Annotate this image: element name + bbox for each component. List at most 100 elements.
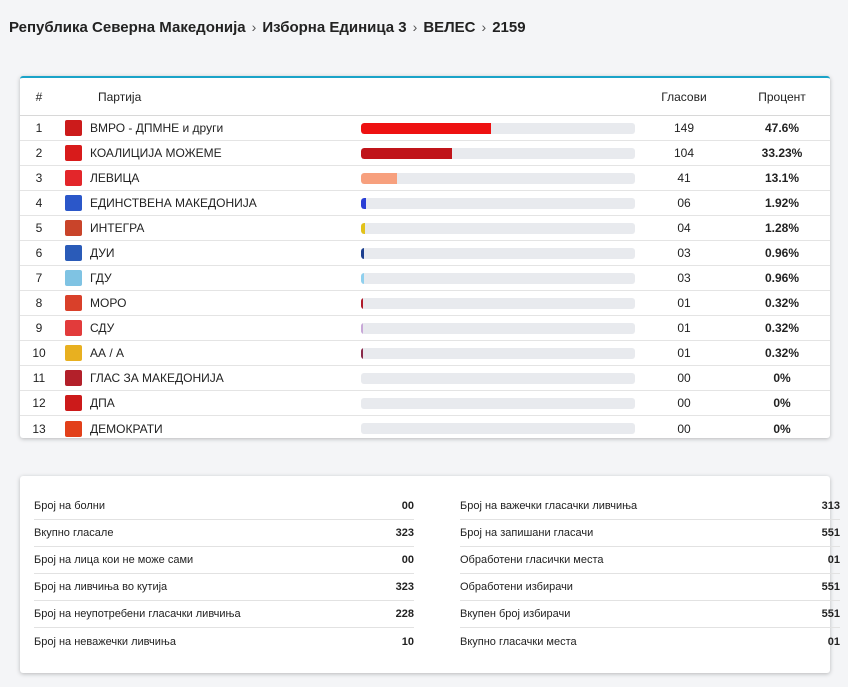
levica-star-icon [65, 170, 82, 186]
table-row: 13 ДЕМОКРАТИ 00 0% [20, 416, 830, 441]
row-number: 1 [35, 121, 43, 135]
stat-row: Број на неважечки ливчиња 10 [34, 628, 414, 655]
row-number: 6 [35, 246, 43, 260]
vote-share-fill [361, 222, 365, 234]
table-row: 4 ЕДИНСТВЕНА МАКЕДОНИЈА 06 1.92% [20, 191, 830, 216]
header-number: # [35, 89, 43, 104]
party-name: ЕДИНСТВЕНА МАКЕДОНИЈА [90, 196, 257, 210]
party-name: МОРО [90, 296, 127, 310]
stat-label: Обработени избирачи [460, 581, 573, 593]
vote-percent: 33.23% [761, 146, 803, 160]
stat-value: 551 [821, 581, 840, 593]
row-number: 11 [32, 371, 46, 385]
dpa-eagle-icon [65, 395, 82, 411]
votes-count: 00 [677, 396, 691, 410]
table-row: 12 ДПА 00 0% [20, 391, 830, 416]
stat-label: Број на важечки гласачки ливчиња [460, 500, 638, 512]
votes-count: 01 [677, 321, 691, 335]
vote-share-bar [361, 272, 635, 284]
stat-value: 01 [827, 635, 840, 648]
vmro-logo-icon [65, 120, 82, 136]
stat-value: 323 [395, 581, 414, 593]
party-name: АА / А [90, 346, 125, 360]
vote-percent: 47.6% [764, 121, 800, 135]
vote-percent: 1.28% [764, 221, 800, 235]
vote-share-fill [361, 197, 367, 209]
votes-count: 00 [677, 371, 691, 385]
vote-percent: 0.32% [764, 321, 800, 335]
party-name: ДУИ [90, 246, 115, 260]
vote-share-bar [361, 322, 635, 334]
row-number: 3 [35, 171, 43, 185]
vote-share-bar [361, 122, 635, 134]
header-party: Партија [98, 89, 142, 104]
vote-share-bar [361, 147, 635, 159]
statistics-left-column: Број на болни 00 Вкупно гласале 323 Број на … [34, 493, 414, 655]
vote-share-fill [361, 147, 453, 159]
header-votes: Гласови [661, 89, 707, 104]
party-name: ЛЕВИЦА [90, 171, 140, 185]
stat-value: 00 [401, 500, 414, 512]
vote-percent: 0% [773, 396, 791, 410]
party-name: ИНТЕГРА [90, 221, 145, 235]
row-number: 10 [32, 346, 46, 360]
breadcrumb-municipality[interactable]: ВЕЛЕС [423, 18, 476, 36]
row-number: 7 [35, 271, 43, 285]
row-number: 5 [35, 221, 43, 235]
table-row: 10 АА / А 01 0.32% [20, 341, 830, 366]
stat-row: Број на ливчиња во кутија 323 [34, 574, 414, 601]
chevron-right-icon: › [251, 19, 257, 35]
votes-count: 01 [677, 346, 691, 360]
aa-logo-icon [65, 345, 82, 361]
votes-count: 01 [677, 296, 691, 310]
row-number: 13 [32, 421, 46, 436]
vote-share-bar [361, 423, 635, 434]
stat-row: Број на неупотребени гласачки ливчиња 228 [34, 601, 414, 628]
stat-value: 551 [821, 608, 840, 620]
votes-count: 104 [673, 146, 695, 160]
votes-count: 03 [677, 246, 691, 260]
header-percent: Процент [758, 89, 806, 104]
table-row: 8 МОРО 01 0.32% [20, 291, 830, 316]
votes-count: 03 [677, 271, 691, 285]
party-name: СДУ [90, 321, 115, 335]
votes-count: 04 [677, 221, 691, 235]
stat-row: Број на лица кои не може сами 00 [34, 547, 414, 574]
vote-share-fill [361, 122, 492, 134]
vote-percent: 0.32% [764, 296, 800, 310]
dui-logo-icon [65, 245, 82, 261]
breadcrumb-country[interactable]: Република Северна Македонија [9, 18, 246, 36]
party-name: ВМРО - ДПМНЕ и други [90, 121, 224, 135]
stat-row: Обработени избирачи 551 [460, 574, 840, 601]
vote-percent: 0.96% [764, 246, 800, 260]
vote-share-bar [361, 297, 635, 309]
stat-label: Број на неупотребени гласачки ливчиња [34, 608, 241, 620]
vote-share-fill [361, 247, 364, 259]
stat-label: Број на лица кои не може сами [34, 554, 194, 566]
vote-share-bar [361, 172, 635, 184]
stat-row: Вкупно гласале 323 [34, 520, 414, 547]
breadcrumb-polling-station: 2159 [492, 18, 526, 36]
vote-share-bar [361, 222, 635, 234]
vote-share-bar [361, 247, 635, 259]
table-row: 11 ГЛАС ЗА МАКЕДОНИЈА 00 0% [20, 366, 830, 391]
vote-percent: 0% [773, 421, 791, 436]
votes-count: 00 [677, 421, 691, 436]
row-number: 9 [35, 321, 43, 335]
stat-row: Обработени гласички места 01 [460, 547, 840, 574]
stat-value: 10 [401, 635, 414, 648]
party-name: ДПА [90, 396, 115, 410]
party-name: ГЛАС ЗА МАКЕДОНИЈА [90, 371, 224, 385]
stat-label: Вкупен број избирачи [460, 608, 571, 620]
integra-logo-icon [65, 220, 82, 236]
stat-row: Број на запишани гласачи 551 [460, 520, 840, 547]
stat-value: 00 [401, 554, 414, 566]
vote-share-bar [361, 197, 635, 209]
vote-share-fill [361, 322, 363, 334]
votes-count: 41 [677, 171, 691, 185]
breadcrumb-electoral-unit[interactable]: Изборна Единица 3 [262, 18, 407, 36]
vote-share-fill [361, 272, 364, 284]
vote-share-bar [361, 397, 635, 409]
stat-value: 313 [821, 500, 840, 512]
gdu-logo-icon [65, 270, 82, 286]
